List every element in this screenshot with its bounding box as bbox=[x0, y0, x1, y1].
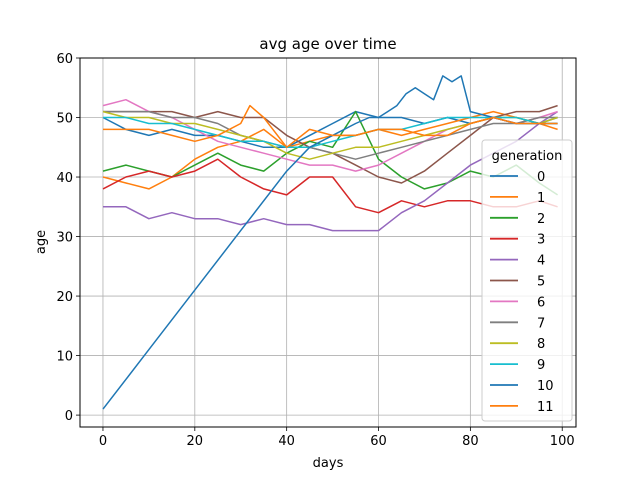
legend-label-10: 10 bbox=[537, 379, 554, 394]
legend-label-2: 2 bbox=[537, 212, 545, 227]
x-tick-label: 80 bbox=[462, 434, 479, 449]
series-line-9 bbox=[103, 116, 558, 149]
legend-label-0: 0 bbox=[537, 170, 545, 185]
legend-label-9: 9 bbox=[537, 358, 545, 373]
x-tick-label: 0 bbox=[99, 434, 107, 449]
legend-box bbox=[481, 139, 573, 422]
x-tick-label: 100 bbox=[550, 434, 575, 449]
x-tick-label: 40 bbox=[278, 434, 295, 449]
series-line-11 bbox=[103, 104, 558, 149]
x-axis-ticks: 0 20 40 60 80 100 bbox=[99, 427, 575, 449]
chart-title: avg age over time bbox=[259, 35, 396, 53]
legend-label-1: 1 bbox=[537, 191, 545, 206]
y-axis-label: age bbox=[34, 230, 49, 254]
series-line-10 bbox=[102, 75, 558, 410]
legend-label-11: 11 bbox=[537, 400, 554, 415]
y-axis-ticks: 0 10 20 30 40 50 60 bbox=[56, 52, 80, 424]
legend-label-5: 5 bbox=[537, 275, 545, 290]
series-lines bbox=[102, 75, 559, 410]
legend-label-6: 6 bbox=[537, 295, 545, 310]
y-tick-label: 40 bbox=[56, 171, 73, 186]
y-tick-label: 20 bbox=[56, 290, 73, 305]
y-tick-label: 10 bbox=[56, 350, 73, 365]
legend-label-8: 8 bbox=[537, 337, 545, 352]
y-tick-label: 60 bbox=[56, 52, 73, 67]
x-tick-label: 20 bbox=[187, 434, 204, 449]
legend-label-7: 7 bbox=[537, 316, 545, 331]
y-tick-label: 0 bbox=[65, 409, 73, 424]
x-axis-label: days bbox=[313, 456, 344, 471]
y-tick-label: 50 bbox=[56, 112, 73, 127]
x-tick-label: 60 bbox=[370, 434, 387, 449]
y-tick-label: 30 bbox=[56, 231, 73, 246]
legend-title: generation bbox=[492, 149, 563, 164]
plot-frame bbox=[79, 57, 577, 428]
legend: generation 0 1 2 3 4 5 6 7 8 9 10 11 bbox=[481, 139, 573, 422]
legend-label-4: 4 bbox=[537, 254, 545, 269]
legend-label-3: 3 bbox=[537, 233, 545, 248]
